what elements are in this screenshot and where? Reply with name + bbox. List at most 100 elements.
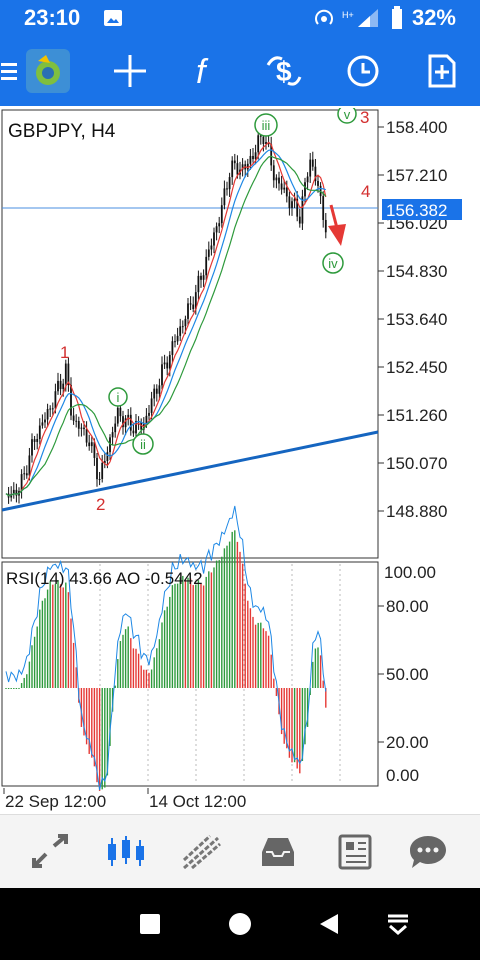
crosshair-button[interactable] — [100, 36, 160, 106]
price-tick: 158.400 — [386, 118, 447, 137]
candle-body — [168, 354, 171, 369]
ao-bar — [156, 648, 158, 688]
indicators-button[interactable]: f — [176, 36, 236, 106]
candle-body — [270, 144, 273, 166]
ao-bar — [33, 636, 36, 688]
candle-body — [171, 341, 174, 355]
wave-label-4[interactable]: 4 — [361, 182, 370, 201]
candle-body — [111, 432, 114, 438]
current-price-label: 156.382 — [386, 201, 447, 220]
candle-body — [54, 391, 57, 409]
nav-history[interactable] — [248, 815, 308, 889]
ao-bar — [101, 688, 103, 790]
candle-body — [272, 165, 275, 181]
ao-bar — [179, 577, 181, 688]
candle-body — [20, 474, 23, 491]
ao-bar — [208, 571, 210, 688]
candle-body — [176, 335, 179, 342]
ao-bar — [20, 683, 23, 688]
ao-bar — [28, 661, 31, 688]
ao-bar — [91, 688, 93, 758]
candle-body — [207, 249, 210, 257]
chat-icon — [410, 836, 446, 868]
ao-bar — [158, 639, 161, 688]
wave-circle-iii[interactable]: iii — [254, 113, 278, 137]
candle-body — [275, 177, 278, 181]
wave-label-3[interactable]: 3 — [360, 108, 369, 127]
home-button[interactable] — [210, 888, 270, 960]
wave-circle-text: v — [344, 108, 351, 122]
candle-body — [12, 489, 15, 495]
ao-bar — [143, 669, 145, 688]
nav-trade[interactable] — [172, 815, 232, 889]
wave-circle-iv[interactable]: iv — [322, 252, 344, 274]
candle-body — [72, 415, 75, 421]
back-button[interactable] — [298, 888, 358, 960]
crosshair-icon — [114, 55, 146, 87]
candle-body — [317, 180, 319, 186]
candle-body — [25, 473, 28, 476]
wave-circle-ii[interactable]: ii — [132, 433, 154, 455]
ao-bar — [202, 585, 205, 688]
wave-circle-v[interactable]: v — [337, 104, 357, 124]
ao-bar — [184, 579, 187, 688]
notification-shade-button[interactable] — [368, 888, 428, 960]
ao-bar — [49, 581, 51, 688]
nav-chat[interactable] — [398, 815, 458, 889]
ao-bar — [286, 688, 288, 749]
trendline[interactable] — [1, 430, 379, 512]
ao-bar — [213, 567, 215, 688]
ao-bar — [226, 545, 228, 688]
ao-bar — [192, 585, 194, 688]
candle-body — [109, 437, 111, 453]
ao-bar — [174, 583, 176, 688]
candle-body — [228, 177, 231, 190]
candle-body — [36, 439, 39, 442]
chart-canvas[interactable]: 158.400 157.210 156.020 154.830 153.640 … — [0, 104, 480, 814]
ao-bar — [153, 657, 155, 688]
signal-icon: H+ — [342, 9, 378, 27]
candle-body — [10, 494, 13, 498]
wave-label-1[interactable]: 1 — [60, 343, 69, 362]
ao-bar — [7, 688, 10, 689]
candle-body — [64, 363, 67, 384]
ao-bar — [197, 580, 200, 688]
osc-tick: 50.00 — [386, 665, 429, 684]
candle-body — [166, 362, 169, 369]
candle-body — [233, 160, 236, 164]
add-object-icon — [428, 54, 456, 88]
chart-area[interactable]: 158.400 157.210 156.020 154.830 153.640 … — [0, 104, 480, 814]
ao-bar — [109, 688, 111, 746]
candle-body — [51, 408, 54, 410]
ao-histogram — [5, 530, 327, 791]
price-tick: 153.640 — [386, 310, 447, 329]
symbol-label: GBPJPY, H4 — [8, 121, 116, 142]
trade-button[interactable]: $ — [256, 36, 316, 106]
timeframe-button[interactable] — [333, 36, 393, 106]
candlesticks — [7, 129, 327, 504]
recents-button[interactable] — [120, 888, 180, 960]
wave-circle-i[interactable]: i — [108, 387, 128, 407]
add-object-button[interactable] — [412, 36, 472, 106]
chevron-down-icon — [388, 914, 408, 935]
ao-bar — [52, 584, 54, 688]
time-tick: 14 Oct 12:00 — [149, 792, 246, 811]
ao-bar — [223, 548, 226, 688]
candle-body — [148, 412, 150, 416]
menu-button[interactable] — [0, 36, 20, 106]
nav-chart[interactable] — [96, 815, 156, 889]
ao-bar — [304, 688, 306, 745]
time-tick: 22 Sep 12:00 — [5, 792, 106, 811]
ao-bar — [296, 688, 298, 769]
wave-label-2[interactable]: 2 — [96, 495, 105, 514]
candle-body — [83, 427, 85, 430]
nav-news[interactable] — [324, 815, 384, 889]
projection-arrow[interactable] — [328, 204, 346, 246]
ao-bar — [106, 688, 109, 776]
ao-bar — [260, 622, 262, 688]
candle-body — [254, 152, 257, 160]
oscillator-axis: 100.00 80.00 50.00 20.00 0.00 — [378, 563, 436, 785]
nav-quotes[interactable] — [20, 815, 80, 889]
ao-bar — [93, 688, 96, 767]
ao-bar — [59, 584, 62, 688]
